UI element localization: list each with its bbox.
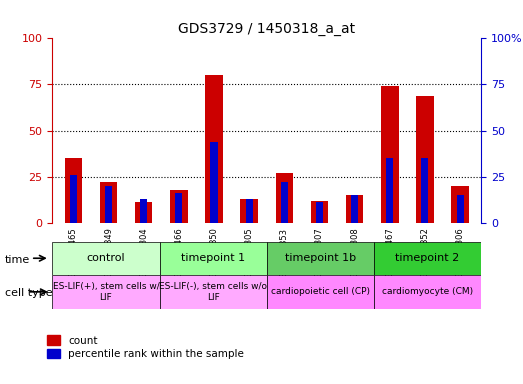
FancyBboxPatch shape — [160, 242, 267, 275]
Bar — [422, 158, 428, 223]
Bar — [346, 195, 363, 223]
Title: GDS3729 / 1450318_a_at: GDS3729 / 1450318_a_at — [178, 22, 355, 36]
Text: timepoint 1: timepoint 1 — [181, 253, 245, 263]
Bar — [386, 158, 393, 223]
Bar — [135, 202, 153, 223]
FancyBboxPatch shape — [52, 275, 160, 309]
Text: timepoint 1b: timepoint 1b — [285, 253, 356, 263]
Bar — [70, 175, 77, 223]
Bar — [351, 195, 358, 223]
FancyBboxPatch shape — [267, 275, 374, 309]
Bar — [276, 173, 293, 223]
FancyBboxPatch shape — [52, 242, 160, 275]
Text: ES-LIF(-), stem cells w/o
LIF: ES-LIF(-), stem cells w/o LIF — [159, 282, 267, 301]
Bar — [65, 158, 82, 223]
Bar — [175, 193, 183, 223]
Bar — [140, 199, 147, 223]
Legend: count, percentile rank within the sample: count, percentile rank within the sample — [47, 336, 244, 359]
Bar — [381, 86, 399, 223]
Bar — [246, 199, 253, 223]
Bar — [281, 182, 288, 223]
FancyBboxPatch shape — [374, 275, 481, 309]
Bar — [311, 200, 328, 223]
FancyBboxPatch shape — [374, 242, 481, 275]
Bar — [170, 190, 188, 223]
FancyBboxPatch shape — [267, 242, 374, 275]
Bar — [105, 186, 112, 223]
Text: ES-LIF(+), stem cells w/
LIF: ES-LIF(+), stem cells w/ LIF — [52, 282, 160, 301]
Bar — [210, 142, 218, 223]
Bar — [316, 202, 323, 223]
Text: timepoint 2: timepoint 2 — [395, 253, 460, 263]
Text: cardiopoietic cell (CP): cardiopoietic cell (CP) — [271, 287, 370, 296]
Bar — [457, 195, 463, 223]
Bar — [451, 186, 469, 223]
Bar — [416, 96, 434, 223]
Bar — [241, 199, 258, 223]
Text: time: time — [5, 255, 30, 265]
Bar — [100, 182, 117, 223]
Bar — [205, 75, 223, 223]
Text: control: control — [87, 253, 125, 263]
Text: cell type: cell type — [5, 288, 53, 298]
Text: cardiomyocyte (CM): cardiomyocyte (CM) — [382, 287, 473, 296]
FancyBboxPatch shape — [160, 275, 267, 309]
